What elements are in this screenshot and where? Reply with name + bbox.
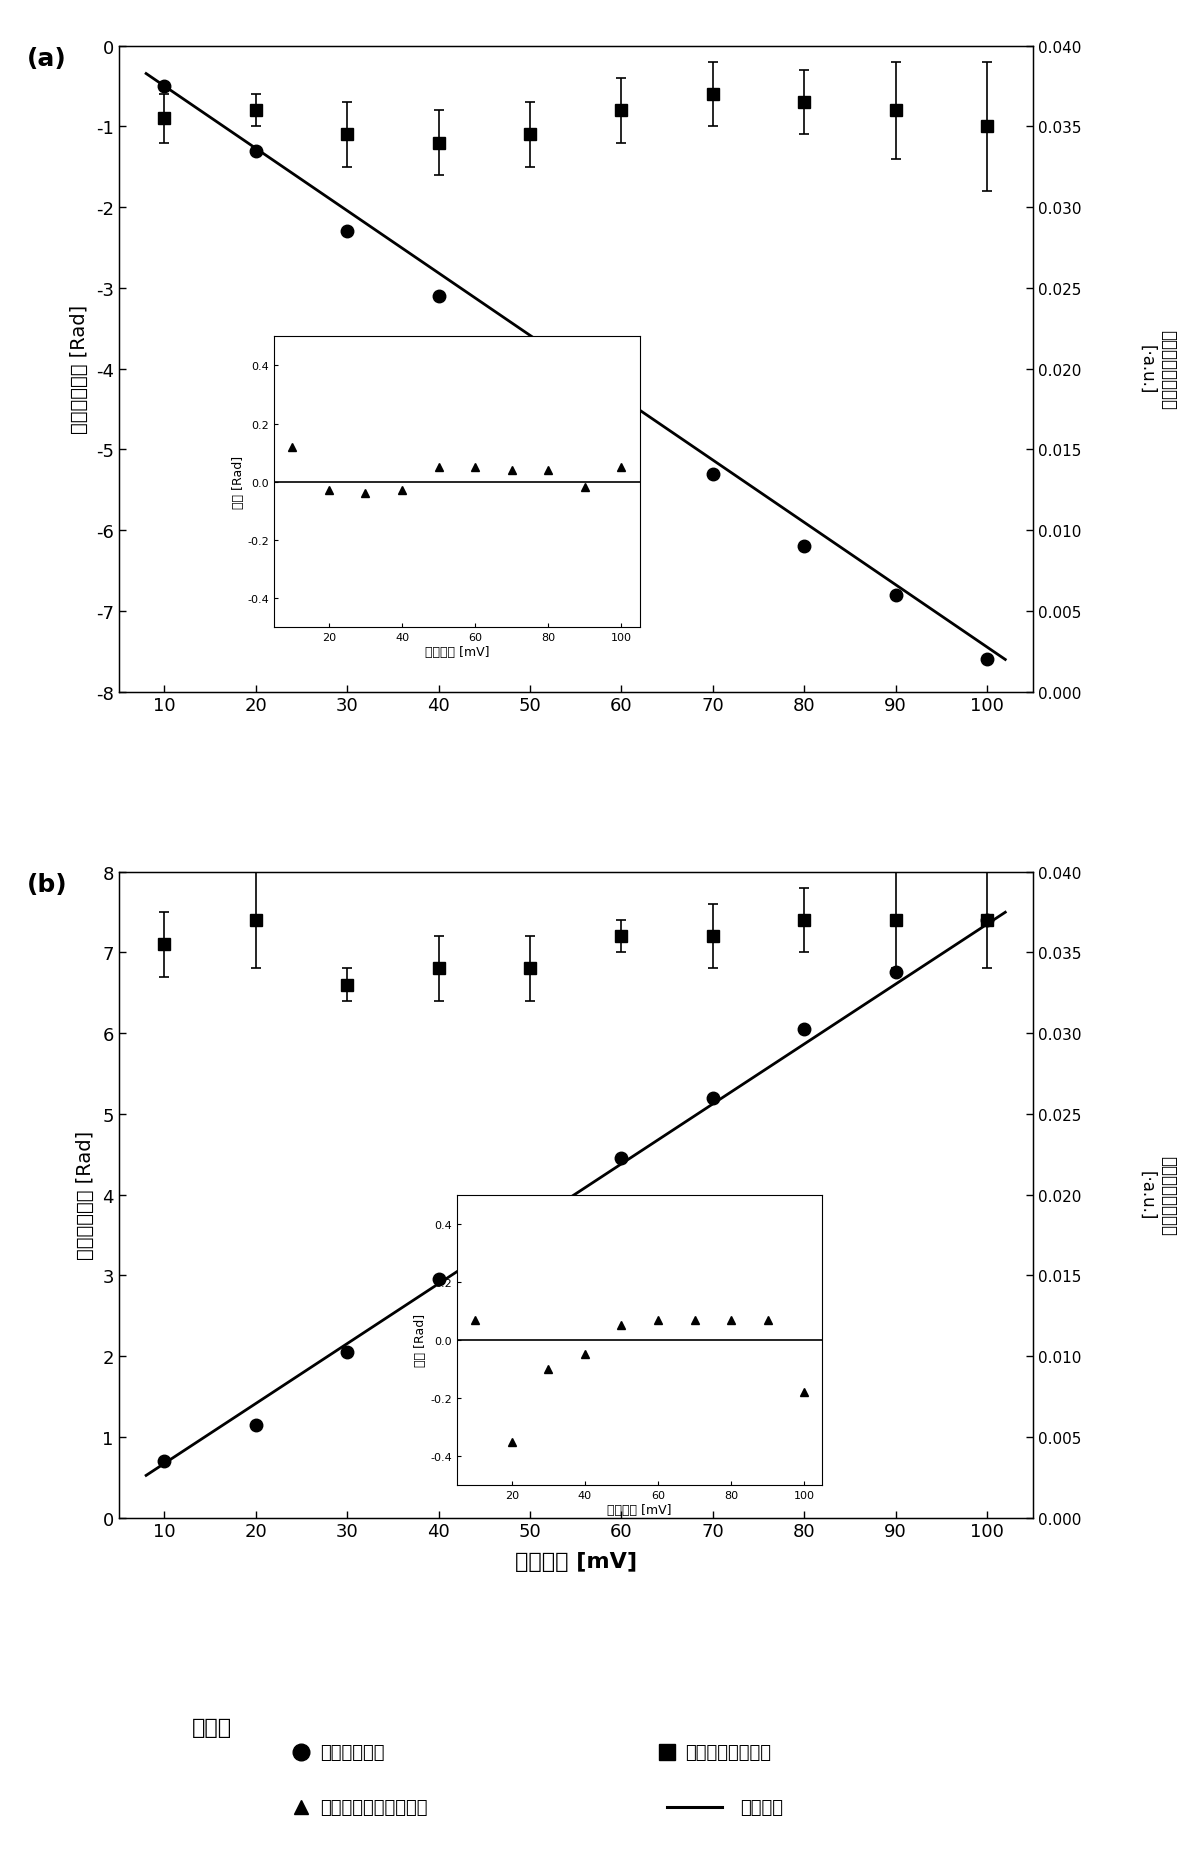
Y-axis label: 原子光栅信号幅度
[·a.u.]: 原子光栅信号幅度 [·a.u.] xyxy=(1138,1156,1176,1234)
Text: 原子光栅信号幅度: 原子光栅信号幅度 xyxy=(685,1743,772,1761)
Text: (a): (a) xyxy=(27,47,66,71)
Y-axis label: 原子光栅相位 [Rad]: 原子光栅相位 [Rad] xyxy=(76,1130,95,1260)
Text: 相位拟合: 相位拟合 xyxy=(741,1799,783,1816)
X-axis label: 调制电压 [mV]: 调制电压 [mV] xyxy=(515,1551,636,1571)
Text: 图例：: 图例： xyxy=(192,1717,231,1737)
Y-axis label: 原子光栅相位 [Rad]: 原子光栅相位 [Rad] xyxy=(70,306,89,434)
Text: (b): (b) xyxy=(27,872,68,897)
Y-axis label: 原子光栅信号幅度
[·a.u.]: 原子光栅信号幅度 [·a.u.] xyxy=(1138,330,1176,410)
Text: 原子光栅相位拟合残差: 原子光栅相位拟合残差 xyxy=(319,1799,427,1816)
Text: 原子光栅相位: 原子光栅相位 xyxy=(319,1743,385,1761)
